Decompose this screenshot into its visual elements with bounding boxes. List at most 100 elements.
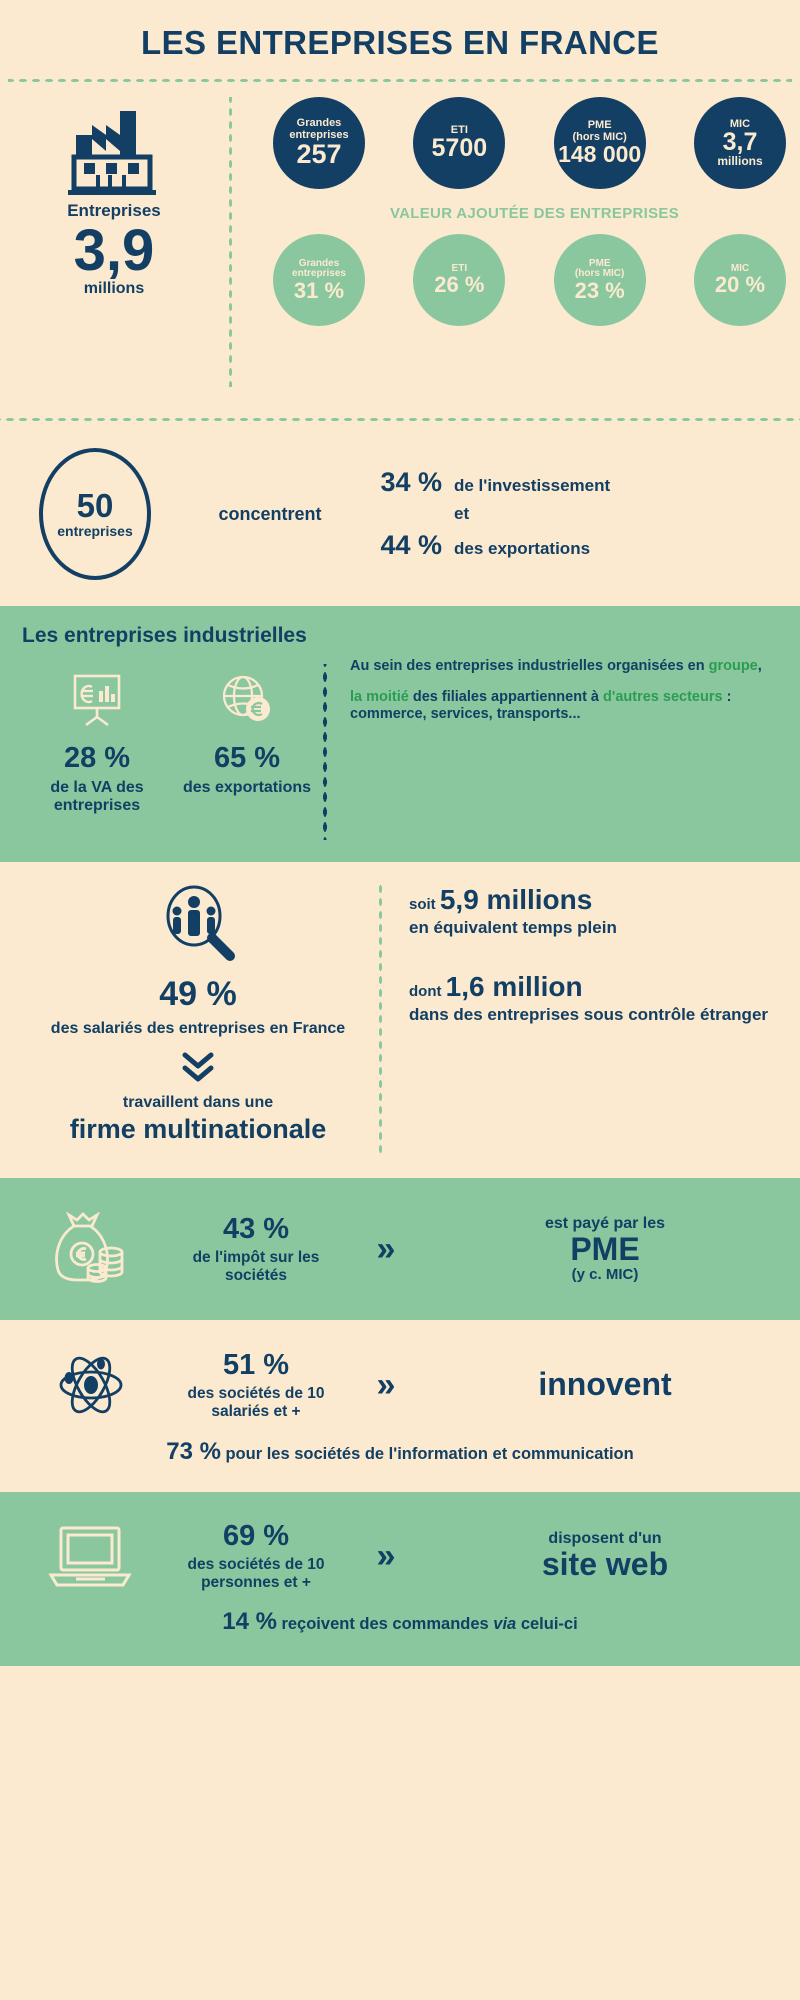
section-top50: 50 entreprises concentrent 34 % de l'inv… bbox=[0, 422, 800, 606]
mn-block1-prefix: soit bbox=[409, 896, 436, 913]
innovation-footnote-value: 73 % bbox=[166, 1438, 221, 1465]
innovation-footnote-label: pour les sociétés de l'information et co… bbox=[225, 1445, 634, 1463]
double-chevron-right-icon-innovation: » bbox=[376, 1366, 396, 1404]
innovation-footnote: 73 % pour les sociétés de l'information … bbox=[0, 1438, 800, 1492]
industrielles-note-p2: la moitié des filiales appartiennent à d… bbox=[350, 689, 778, 723]
circle-mic-count: MIC 3,7 millions bbox=[693, 97, 786, 189]
section-web: 69 % des sociétés de 10 personnes et + »… bbox=[0, 1492, 800, 1666]
mn-block1-value: 5,9 millions bbox=[439, 884, 593, 915]
section-impot: 43 % de l'impôt sur les sociétés » est p… bbox=[0, 1178, 800, 1320]
circle-caption: ETI bbox=[451, 262, 468, 274]
globe-euro-icon bbox=[172, 668, 322, 732]
note-p2-highlight2: d'autres secteurs bbox=[603, 689, 723, 706]
note-p1-highlight: groupe bbox=[708, 658, 758, 674]
top50-stat-2: 44 % des exportations bbox=[350, 530, 800, 561]
industrielles-export-value: 65 % bbox=[213, 742, 281, 774]
circle-caption-line2: entreprises bbox=[289, 128, 349, 141]
web-result-main: site web bbox=[541, 1546, 669, 1583]
circle-caption-line2: entreprises bbox=[292, 268, 346, 279]
circle-grandes-entreprises-va: Grandes entreprises 31 % bbox=[273, 234, 365, 326]
divider-dotted-vertical-2 bbox=[322, 664, 328, 840]
circle-subunit: millions bbox=[717, 154, 763, 169]
top50-verb: concentrent bbox=[218, 503, 322, 524]
industrielles-export-label: des exportations bbox=[182, 779, 312, 796]
web-label: des sociétés de 10 personnes et + bbox=[187, 1556, 325, 1591]
circle-eti-count: ETI 5700 bbox=[413, 97, 506, 189]
innovation-stat: 51 % des sociétés de 10 salariés et + bbox=[166, 1349, 346, 1421]
circle-value: 23 % bbox=[574, 277, 625, 303]
note-p2-a: des filiales appartiennent à bbox=[408, 689, 604, 706]
web-footnote-value: 14 % bbox=[222, 1608, 277, 1635]
section-innovation: 51 % des sociétés de 10 salariés et + » … bbox=[0, 1320, 800, 1492]
innovation-value: 51 % bbox=[222, 1349, 290, 1382]
industrielles-heading: Les entreprises industrielles bbox=[22, 624, 307, 647]
top50-connector: et bbox=[454, 504, 470, 523]
divider-dotted bbox=[8, 78, 792, 83]
multinationale-result-line2: firme multinationale bbox=[69, 1114, 327, 1145]
companies-total: Entreprises 3,9 millions bbox=[0, 97, 228, 387]
circle-mic-va: MIC 20 % bbox=[693, 234, 786, 326]
section-companies: Entreprises 3,9 millions Grandes entrepr… bbox=[0, 83, 800, 407]
companies-value: 3,9 bbox=[73, 218, 155, 283]
mn-block2-value: 1,6 million bbox=[445, 971, 583, 1003]
industrielles-row: 28 % de la VA des entreprises bbox=[22, 658, 778, 840]
divider-dotted-vertical-3 bbox=[378, 884, 383, 1154]
mn-block2-line1: dont 1,6 million bbox=[409, 971, 782, 1003]
circle-value: 20 % bbox=[714, 272, 766, 298]
mn-block1-line1: soit 5,9 millions bbox=[409, 884, 782, 916]
page-title: LES ENTREPRISES EN FRANCE bbox=[141, 24, 659, 61]
top50-label: entreprises bbox=[57, 523, 133, 539]
title-band: LES ENTREPRISES EN FRANCE bbox=[0, 0, 800, 78]
multinationale-result-line1: travaillent dans une bbox=[122, 1094, 274, 1112]
circle-grandes-entreprises-count: Grandes entreprises 257 bbox=[273, 97, 365, 189]
industrielles-va-value: 28 % bbox=[63, 742, 131, 774]
companies-breakdown: Grandes entreprises 257 ETI 5700 PME (ho… bbox=[233, 97, 800, 387]
circle-caption: ETI bbox=[450, 123, 468, 136]
impot-row: 43 % de l'impôt sur les sociétés » est p… bbox=[0, 1178, 800, 1320]
multinationale-left: 49 % des salariés des entreprises en Fra… bbox=[18, 884, 378, 1154]
double-chevron-right-icon-impot: » bbox=[376, 1230, 396, 1268]
multinationale-right: soit 5,9 millions en équivalent temps pl… bbox=[383, 884, 782, 1154]
circle-caption: MIC bbox=[730, 262, 750, 274]
circle-pme-count: PME (hors MIC) 148 000 bbox=[553, 97, 646, 189]
value-added-circles: Grandes entreprises 31 % ETI 26 % PME (h… bbox=[249, 234, 800, 326]
industrielles-stat-va: 28 % de la VA des entreprises bbox=[22, 658, 172, 815]
divider-dotted-vertical bbox=[228, 97, 233, 387]
industrielles-va-label: de la VA des entreprises bbox=[50, 779, 144, 814]
circle-value: 3,7 bbox=[722, 128, 758, 157]
circle-caption-line1: Grandes bbox=[296, 116, 342, 129]
top50-stat2-label: des exportations bbox=[454, 539, 591, 558]
innovation-result: innovent bbox=[426, 1368, 784, 1402]
section-industrielles: Les entreprises industrielles bbox=[0, 606, 800, 862]
value-added-heading: VALEUR AJOUTÉE DES ENTREPRISES bbox=[389, 205, 680, 222]
impot-stat: 43 % de l'impôt sur les sociétés bbox=[166, 1213, 346, 1285]
multinationale-value: 49 % bbox=[159, 975, 237, 1013]
note-p1-b: , bbox=[757, 658, 762, 674]
double-chevron-right-icon-web: » bbox=[376, 1537, 396, 1575]
multinationale-label: des salariés des entreprises en France bbox=[50, 1020, 346, 1037]
circle-eti-va: ETI 26 % bbox=[413, 234, 506, 326]
impot-result: est payé par les PME (y c. MIC) bbox=[426, 1215, 784, 1284]
web-stat: 69 % des sociétés de 10 personnes et + bbox=[166, 1520, 346, 1592]
web-footnote: 14 % reçoivent des commandes via celui-c… bbox=[0, 1608, 800, 1660]
laptop-check-icon bbox=[16, 1520, 166, 1592]
divider-dotted-2 bbox=[0, 417, 800, 422]
companies-unit: millions bbox=[83, 280, 145, 298]
atom-icon bbox=[16, 1346, 166, 1424]
top50-stat1-label: de l'investissement bbox=[454, 476, 611, 495]
impot-label: de l'impôt sur les sociétés bbox=[192, 1249, 320, 1284]
circle-caption-line1: PME bbox=[587, 118, 612, 131]
circle-caption-line2: (hors MIC) bbox=[572, 130, 627, 143]
innovation-result-main: innovent bbox=[538, 1366, 672, 1403]
top50-number: 50 bbox=[76, 487, 114, 524]
multinationale-block-1: soit 5,9 millions en équivalent temps pl… bbox=[409, 884, 782, 937]
note-p2-b: : commerce, services, transports... bbox=[350, 689, 732, 723]
mn-block1-label: en équivalent temps plein bbox=[409, 918, 617, 937]
web-result-top: disposent d'un bbox=[548, 1530, 662, 1548]
industrielles-note-p1: Au sein des entreprises industrielles or… bbox=[350, 658, 778, 675]
industrielles-stat-export: 65 % des exportations bbox=[172, 658, 322, 797]
top50-stat2-value: 44 % bbox=[380, 530, 442, 560]
impot-value: 43 % bbox=[222, 1213, 290, 1246]
circle-caption-line1: Grandes bbox=[298, 257, 340, 269]
